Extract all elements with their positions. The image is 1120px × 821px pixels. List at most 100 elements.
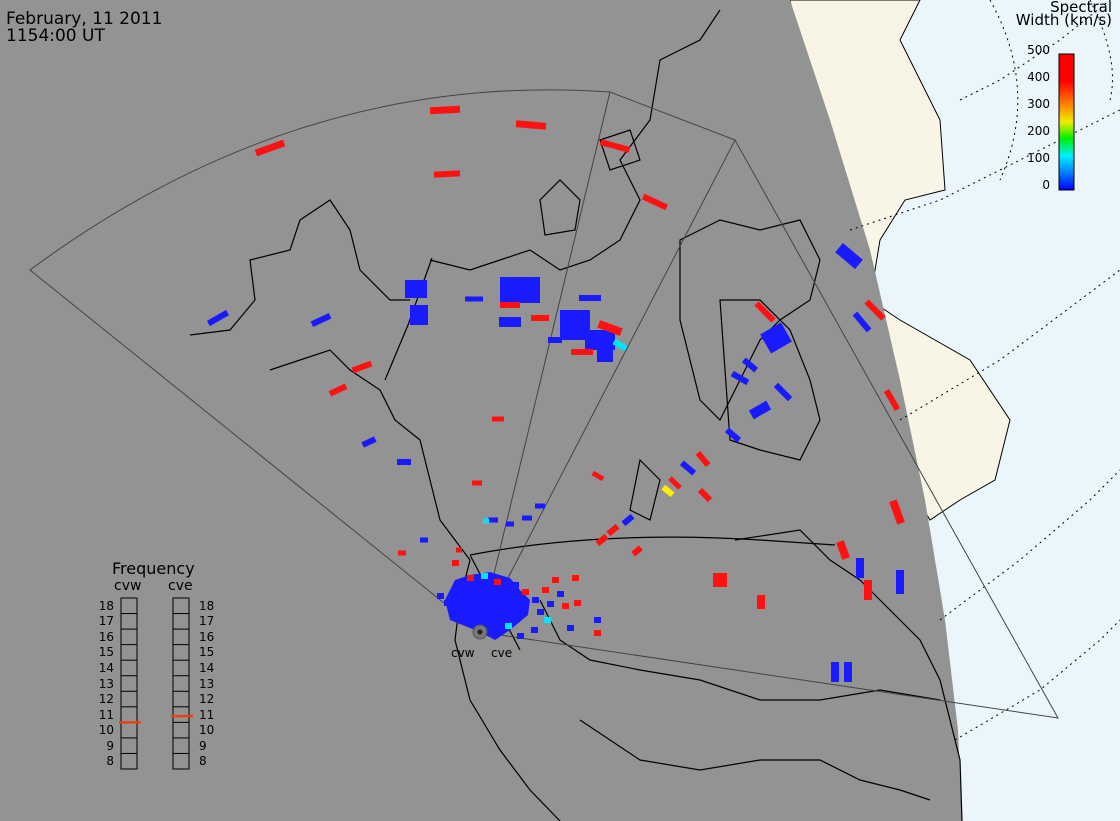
frequency-scale-label-left: 13 <box>98 676 114 691</box>
echo-cell <box>455 582 462 588</box>
echo-cell <box>500 302 520 308</box>
frequency-scale-label-left: 18 <box>98 598 114 613</box>
echo-cell <box>492 416 504 422</box>
echo-cell <box>572 575 579 581</box>
echo-cell <box>594 617 601 623</box>
frequency-scale-label-right: 13 <box>199 676 215 691</box>
colorbar-tick-400: 400 <box>1027 70 1050 84</box>
frequency-scale-label-right: 18 <box>199 598 215 613</box>
echo-cell <box>500 277 540 303</box>
echo-cell <box>405 280 427 298</box>
echo-cell <box>505 623 512 629</box>
echo-cell <box>351 360 373 374</box>
colorbar-units: Width (km/s) <box>1015 11 1112 29</box>
frequency-scale-label-right: 10 <box>199 723 215 738</box>
colorbar-tick-100: 100 <box>1027 151 1050 165</box>
echo-cell <box>552 577 559 583</box>
echo-cell <box>641 193 669 211</box>
echo-cell <box>631 545 643 557</box>
frequency-scale-label-right: 12 <box>199 692 215 707</box>
echo-cell <box>522 515 532 521</box>
echo-cell <box>679 460 697 476</box>
echo-cell <box>741 357 759 373</box>
frequency-scale-label-left: 16 <box>98 629 114 644</box>
site-label-cvw: cvw <box>451 646 475 660</box>
echo-cell <box>488 517 498 523</box>
echo-cell <box>661 484 675 498</box>
colorbar-tick-500: 500 <box>1027 43 1050 57</box>
echo-cell <box>597 348 613 362</box>
frequency-scale-label-right: 15 <box>199 645 215 660</box>
echo-cell <box>531 627 538 633</box>
colorbar-scale <box>1058 53 1075 191</box>
echo-cell <box>591 470 605 482</box>
echo-cell <box>896 570 904 594</box>
colorbar-title: Spectral <box>1050 0 1112 16</box>
echo-cell <box>557 591 564 597</box>
echo-cell <box>621 513 635 527</box>
echo-cell <box>254 139 286 157</box>
echo-cell <box>467 575 474 581</box>
echo-cell <box>456 547 462 553</box>
echo-cell <box>517 633 524 639</box>
frequency-scale-label-left: 14 <box>98 660 114 675</box>
frequency-scale-label-right: 16 <box>199 629 215 644</box>
echo-cell <box>585 330 615 350</box>
echo-cell <box>499 317 521 327</box>
fov-outlines <box>29 89 1059 719</box>
frequency-radar-cvw: cvw <box>114 578 142 594</box>
echo-cell <box>594 630 601 636</box>
echo-cell <box>542 587 549 593</box>
site-label-cve: cve <box>491 646 513 660</box>
frequency-scale-label-right: 8 <box>199 754 207 769</box>
echo-cell <box>864 580 872 600</box>
echo-cell <box>836 540 850 560</box>
echo-cell <box>567 625 574 631</box>
day-grid <box>849 0 1120 741</box>
echo-cell <box>515 120 547 130</box>
echo-cell <box>547 601 554 607</box>
echo-cell <box>522 589 529 595</box>
frequency-scale-label-left: 15 <box>98 645 114 660</box>
echo-cell <box>548 337 562 343</box>
frequency-scale-label-right: 17 <box>199 614 215 629</box>
echo-cell <box>310 313 332 327</box>
frequency-scale-label-left: 17 <box>98 614 114 629</box>
echo-cell <box>531 315 549 321</box>
echo-cells <box>206 105 905 682</box>
echo-cell <box>852 311 872 333</box>
echo-cell <box>505 587 512 593</box>
echo-cell <box>757 595 765 609</box>
frequency-scale-label-left: 8 <box>106 754 114 769</box>
echo-cell <box>465 296 483 302</box>
echo-cell <box>535 503 545 509</box>
nightside <box>0 0 962 821</box>
echo-cell <box>695 450 711 468</box>
echo-cell <box>532 597 539 603</box>
echo-cell <box>452 560 459 566</box>
echo-cell <box>864 299 886 321</box>
echo-cell <box>494 579 501 585</box>
echo-cell <box>844 662 852 682</box>
frequency-scale-label-right: 14 <box>199 660 215 675</box>
frequency-scale-label-left: 10 <box>98 723 114 738</box>
echo-cell <box>328 383 348 397</box>
echo-cell <box>599 139 631 153</box>
frequency-ticks <box>121 613 189 754</box>
echo-cell <box>697 487 713 503</box>
echo-cell <box>472 480 482 486</box>
frequency-scale-label-left: 12 <box>98 692 114 707</box>
date-label: February, 11 2011 <box>6 9 163 29</box>
echo-cell <box>597 320 623 336</box>
echo-cell <box>856 558 864 578</box>
echo-cell <box>437 593 444 599</box>
frequency-title: Frequency <box>112 559 195 578</box>
echo-cell <box>410 305 428 325</box>
colorbar-tick-300: 300 <box>1027 97 1050 111</box>
echo-cell <box>398 550 406 556</box>
colorbar-tick-200: 200 <box>1027 124 1050 138</box>
echo-cell <box>544 617 551 623</box>
echo-cell <box>668 476 682 490</box>
radar-site-dot <box>477 629 483 635</box>
